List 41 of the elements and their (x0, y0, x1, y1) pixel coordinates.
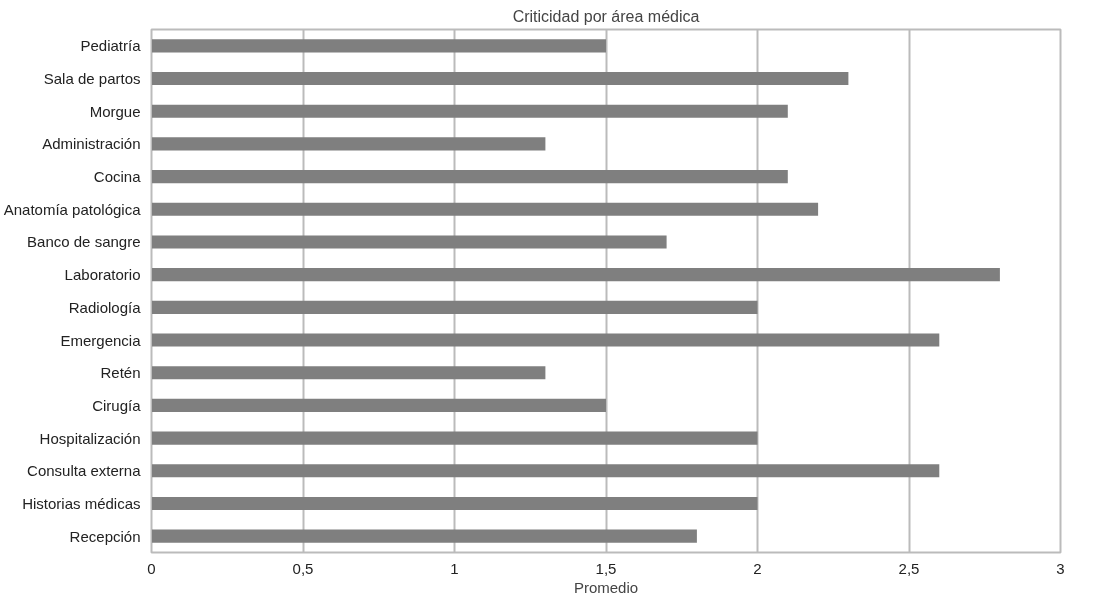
bar (151, 104, 788, 118)
y-tick-label: Consulta externa (27, 462, 142, 480)
y-tick-label: Anatomía patológica (3, 200, 142, 218)
bar (151, 300, 758, 314)
y-tick-label: Pediatría (80, 37, 142, 55)
y-tick-label: Recepción (69, 527, 141, 545)
y-tick-label: Cirugía (92, 396, 142, 414)
y-tick-label: Historias médicas (22, 494, 141, 512)
x-tick-label: 3 (1056, 559, 1065, 577)
y-tick-label: Emergencia (60, 331, 142, 349)
y-tick-label: Cocina (93, 168, 142, 186)
y-tick-label: Morgue (89, 102, 141, 120)
y-tick-label: Retén (100, 364, 141, 382)
y-tick-label: Banco de sangre (27, 233, 141, 251)
y-tick-label: Sala de partos (43, 70, 141, 88)
bar (151, 71, 849, 86)
bar (151, 268, 1000, 282)
bar (151, 529, 697, 543)
bar (151, 202, 819, 216)
bar (151, 366, 546, 380)
y-tick-label: Hospitalización (39, 429, 141, 447)
bar (151, 137, 546, 151)
bar (151, 235, 667, 249)
x-tick-label: 0,5 (292, 559, 314, 577)
x-tick-label: 1,5 (595, 559, 617, 577)
x-tick-label: 2,5 (898, 559, 920, 577)
bar (151, 431, 758, 445)
x-tick-label: 0 (147, 559, 156, 577)
y-tick-label: Laboratorio (64, 266, 141, 284)
bar (151, 333, 940, 347)
bar (151, 496, 758, 511)
bar (151, 39, 606, 53)
y-tick-label: Radiología (68, 298, 142, 316)
x-axis-title: Promedio (573, 578, 639, 596)
x-tick-label: 1 (450, 559, 459, 577)
x-tick-label: 2 (753, 559, 762, 577)
bar (151, 398, 606, 412)
bar (151, 170, 788, 184)
chart-title: Criticidad por área médica (512, 7, 700, 25)
y-tick-label: Administración (42, 135, 141, 153)
bar (151, 464, 940, 478)
